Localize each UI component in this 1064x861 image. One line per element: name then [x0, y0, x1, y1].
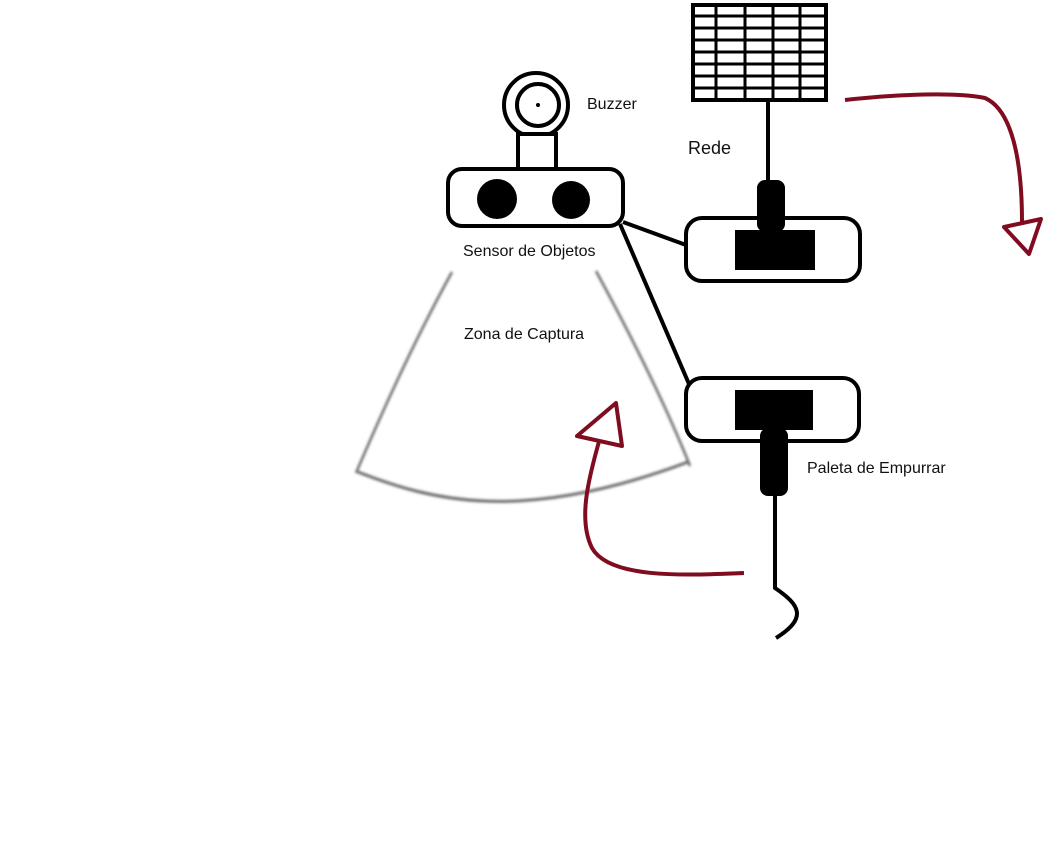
paddle-rod [773, 496, 799, 640]
capture-zone [354, 270, 692, 503]
net-label: Rede [688, 138, 731, 158]
arrow-paddle-push [575, 401, 745, 577]
net-grid [691, 3, 828, 102]
buzzer-label: Buzzer [587, 96, 637, 113]
buzzer-icon [502, 71, 570, 172]
object-sensor [446, 167, 625, 228]
capture-zone-label: Zona de Captura [464, 326, 584, 343]
wire-to-net-servo [622, 220, 687, 247]
arrow-net-rotation [844, 92, 1043, 256]
push-paddle-servo [684, 376, 861, 496]
net-servo [684, 180, 862, 283]
sensor-label: Sensor de Objetos [463, 243, 596, 260]
push-paddle-label: Paleta de Empurrar [807, 460, 946, 477]
wire-to-push-servo [618, 223, 691, 385]
